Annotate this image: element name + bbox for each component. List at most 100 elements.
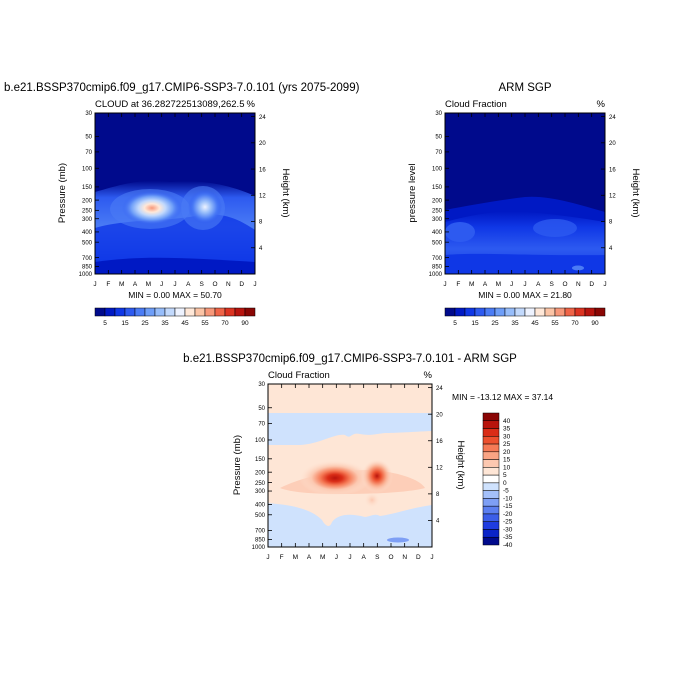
pressure-tick-label: 400 xyxy=(255,503,266,509)
colorbar-swatch xyxy=(214,307,226,317)
colorbar-swatch xyxy=(482,536,500,546)
month-tick-label: J xyxy=(603,281,606,288)
pressure-tick-label: 300 xyxy=(82,217,93,223)
pressure-tick-label: 300 xyxy=(432,217,443,223)
month-tick-label: J xyxy=(160,281,163,288)
colorbar-swatch xyxy=(482,459,500,468)
colorbar-swatch xyxy=(564,307,576,317)
colorbar-label: 30 xyxy=(503,433,511,440)
pressure-tick-label: 700 xyxy=(432,256,443,262)
pressure-tick-label: 700 xyxy=(255,529,266,535)
panel-model-field xyxy=(95,113,255,274)
colorbar-label: 35 xyxy=(161,320,169,327)
colorbar-label: -40 xyxy=(503,542,513,549)
colorbar-swatch xyxy=(482,443,500,453)
month-tick-label: S xyxy=(375,554,380,561)
panel-diff-right-label: % xyxy=(424,370,433,381)
colorbar-swatch xyxy=(534,307,546,317)
month-tick-label: A xyxy=(483,281,488,288)
pressure-tick-label: 500 xyxy=(432,240,443,246)
colorbar-swatch xyxy=(164,307,176,317)
height-tick-label: 20 xyxy=(436,412,443,418)
colorbar-label: -5 xyxy=(503,488,509,495)
month-tick-label: J xyxy=(266,554,269,561)
colorbar-swatch xyxy=(482,490,500,499)
height-tick-label: 8 xyxy=(259,220,263,226)
colorbar-swatch xyxy=(482,428,500,437)
panel-model-stats: MIN = 0.00 MAX = 50.70 xyxy=(128,290,222,300)
pressure-tick-label: 250 xyxy=(432,209,443,215)
month-tick-label: O xyxy=(562,281,567,288)
pressure-tick-label: 50 xyxy=(258,406,265,412)
colorbar-label: 90 xyxy=(591,320,599,327)
height-tick-label: 4 xyxy=(609,246,613,252)
colorbar-swatch xyxy=(484,307,496,317)
panel-obs: ARM SGP Cloud Fraction % pressure level … xyxy=(407,82,641,327)
month-tick-label: J xyxy=(93,281,96,288)
pressure-tick-label: 150 xyxy=(432,185,443,191)
colorbar-swatch xyxy=(524,307,536,317)
colorbar-swatch xyxy=(514,307,526,317)
colorbar-swatch xyxy=(584,307,596,317)
colorbar-swatch xyxy=(544,307,556,317)
panel-diff-stats: MIN = -13.12 MAX = 37.14 xyxy=(452,392,553,402)
month-tick-label: M xyxy=(320,554,325,561)
colorbar-label: 25 xyxy=(491,320,499,327)
height-tick-label: 4 xyxy=(436,519,440,525)
colorbar-label: 35 xyxy=(503,426,511,433)
panel-obs-field xyxy=(445,113,605,274)
colorbar-label: 5 xyxy=(453,320,457,327)
panel-model-ylabel: Pressure (mb) xyxy=(57,163,68,223)
pressure-tick-label: 400 xyxy=(82,230,93,236)
month-tick-label: M xyxy=(146,281,151,288)
pressure-tick-label: 1000 xyxy=(252,545,266,551)
colorbar-label: 45 xyxy=(181,320,189,327)
colorbar-swatch xyxy=(244,307,256,317)
month-tick-label: F xyxy=(280,554,284,561)
colorbar-swatch xyxy=(474,307,486,317)
colorbar-swatch xyxy=(482,521,500,530)
colorbar-swatch xyxy=(482,451,500,460)
colorbar-swatch xyxy=(494,307,506,317)
month-tick-label: D xyxy=(239,281,244,288)
panel-diff-ylabel-right: Height (km) xyxy=(455,440,466,489)
pressure-tick-label: 30 xyxy=(435,111,442,117)
panel-diff-field xyxy=(268,384,432,547)
colorbar-swatch xyxy=(234,307,246,317)
height-tick-label: 8 xyxy=(609,220,613,226)
height-tick-label: 16 xyxy=(259,167,266,173)
colorbar-label: 10 xyxy=(503,464,511,471)
pressure-tick-label: 150 xyxy=(255,457,266,463)
height-tick-label: 24 xyxy=(259,115,266,121)
month-tick-label: D xyxy=(589,281,594,288)
colorbar-label: -35 xyxy=(503,534,513,541)
pressure-tick-label: 50 xyxy=(85,135,92,141)
colorbar-label: -20 xyxy=(503,511,513,518)
colorbar-label: -15 xyxy=(503,503,513,510)
colorbar-label: -30 xyxy=(503,526,513,533)
colorbar-label: 70 xyxy=(571,320,579,327)
panel-obs-ylabel: pressure level xyxy=(407,163,418,222)
panel-model-ylabel-right: Height (km) xyxy=(280,168,291,217)
colorbar-swatch xyxy=(134,307,146,317)
panel-diff-title: b.e21.BSSP370cmip6.f09_g17.CMIP6-SSP3-7.… xyxy=(183,353,517,365)
month-tick-label: M xyxy=(293,554,298,561)
pressure-tick-label: 30 xyxy=(85,111,92,117)
pressure-tick-label: 850 xyxy=(432,265,443,271)
height-tick-label: 24 xyxy=(436,386,443,392)
month-tick-label: M xyxy=(119,281,124,288)
month-tick-label: F xyxy=(106,281,110,288)
month-tick-label: A xyxy=(536,281,541,288)
pressure-tick-label: 500 xyxy=(255,513,266,519)
panel-obs-stats: MIN = 0.00 MAX = 21.80 xyxy=(478,290,572,300)
pressure-tick-label: 250 xyxy=(255,481,266,487)
pressure-tick-label: 700 xyxy=(82,256,93,262)
colorbar-swatch xyxy=(482,474,500,484)
colorbar-label: 5 xyxy=(103,320,107,327)
colorbar-swatch xyxy=(554,307,566,317)
